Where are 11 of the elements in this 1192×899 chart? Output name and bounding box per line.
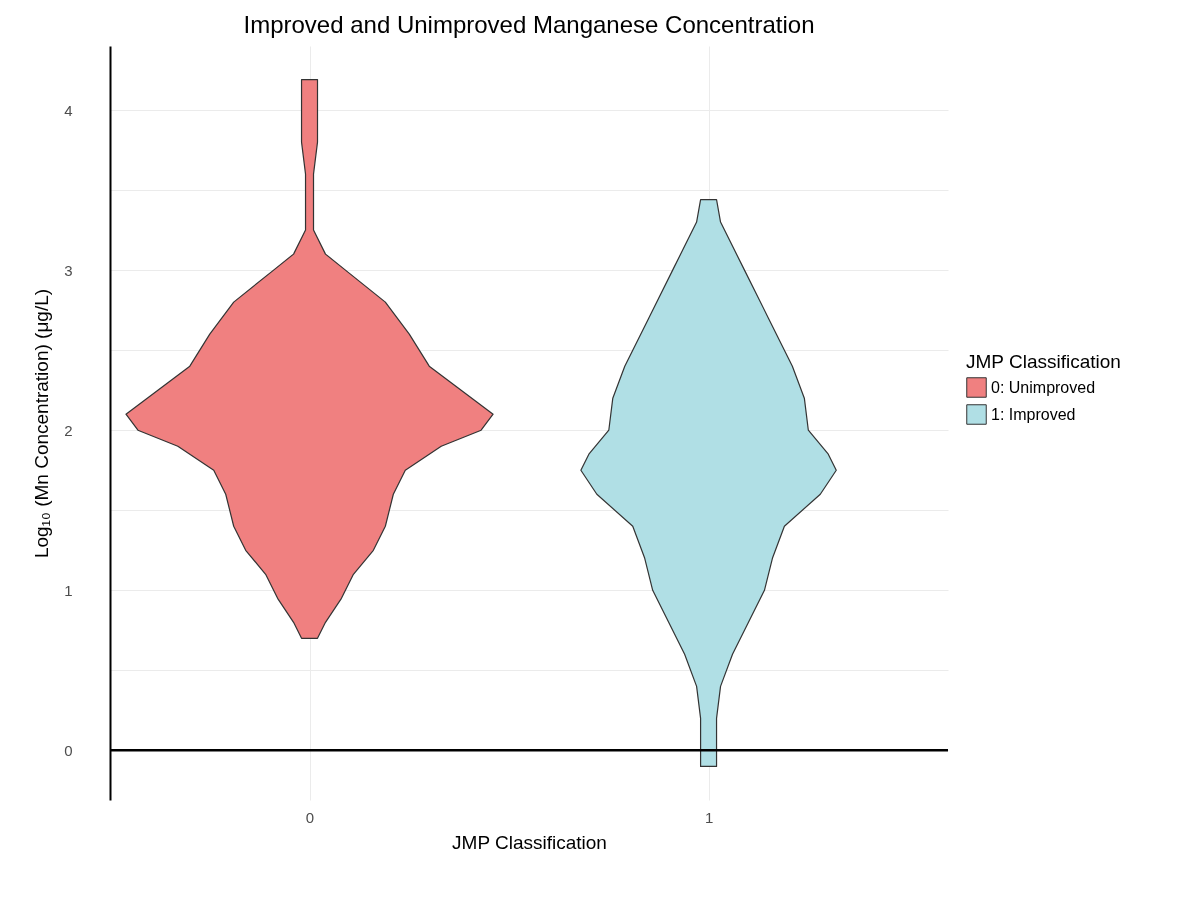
legend-title: JMP Classification <box>966 351 1121 372</box>
y-axis-title: Log₁₀ (Mn Concentration) (μg/L) <box>31 288 53 559</box>
y-tick-label: 4 <box>64 101 73 119</box>
legend-label: 0: Unimproved <box>991 378 1096 396</box>
y-tick-label: 1 <box>64 581 73 599</box>
legend-label: 1: Improved <box>991 405 1076 423</box>
y-tick-label: 0 <box>64 741 73 759</box>
y-tick-label: 2 <box>64 421 73 439</box>
chart-title: Improved and Unimproved Manganese Concentration <box>243 11 815 38</box>
y-tick-label: 3 <box>64 261 73 279</box>
x-axis-title: JMP Classification <box>452 831 607 853</box>
